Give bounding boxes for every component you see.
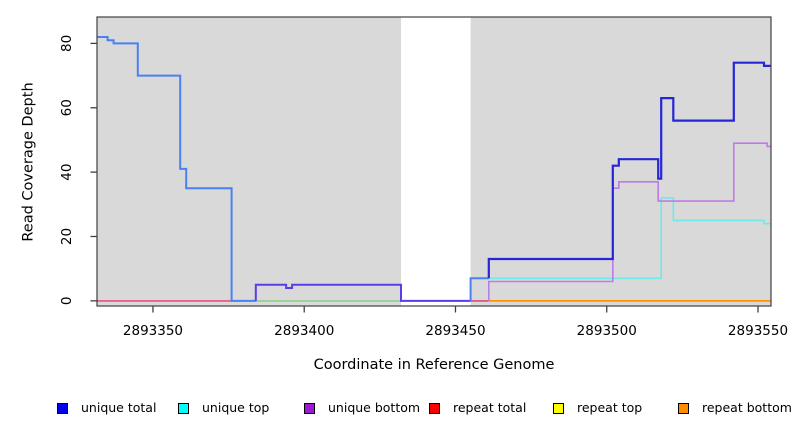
legend-swatch-icon [678, 402, 689, 414]
legend-label: repeat top [577, 400, 643, 415]
legend-label: unique top [202, 400, 270, 415]
y-tick-label: 0 [59, 297, 75, 306]
x-tick-label: 2893550 [728, 323, 788, 339]
series-line-unique-total-left [97, 36, 256, 302]
legend-item-unique-total: unique total [57, 401, 156, 415]
legend-swatch-icon [304, 402, 315, 414]
legend-item-repeat-top: repeat top [553, 401, 642, 415]
y-tick-label: 60 [59, 99, 75, 116]
y-tick-label: 80 [59, 35, 75, 52]
gap-band [401, 17, 471, 306]
x-tick-label: 2893500 [577, 323, 637, 339]
legend: unique total unique top unique bottom repea… [0, 401, 792, 419]
x-tick-label: 2893400 [274, 323, 334, 339]
legend-label: unique bottom [328, 400, 421, 415]
series-line-unique-total-bottom-overlap [254, 283, 471, 302]
legend-item-unique-bottom: unique bottom [304, 401, 420, 415]
series-line-unique-bottom [487, 142, 771, 301]
y-tick-label: 20 [59, 228, 75, 245]
x-tick-label: 2893350 [123, 323, 183, 339]
x-axis-title: Coordinate in Reference Genome [313, 357, 555, 373]
series-line-unique-top [488, 197, 771, 280]
series-line-unique-total-gap-exit [469, 277, 489, 301]
plot-border [96, 16, 772, 307]
legend-label: repeat total [453, 400, 527, 415]
x-tick-label: 2893450 [425, 323, 485, 339]
legend-swatch-icon [429, 402, 440, 414]
legend-label: repeat bottom [702, 400, 792, 415]
legend-item-repeat-bottom: repeat bottom [678, 401, 792, 415]
legend-item-unique-top: unique top [178, 401, 269, 415]
y-tick-label: 40 [59, 164, 75, 181]
legend-label: unique total [81, 400, 157, 415]
y-axis-title-text: Read Coverage Depth [21, 81, 38, 242]
series-line-unique-total [487, 61, 771, 279]
legend-swatch-icon [553, 402, 564, 414]
y-axis-title: Read Coverage Depth [19, 0, 39, 323]
legend-swatch-icon [178, 402, 189, 414]
legend-item-repeat-total: repeat total [429, 401, 526, 415]
legend-swatch-icon [57, 402, 68, 414]
